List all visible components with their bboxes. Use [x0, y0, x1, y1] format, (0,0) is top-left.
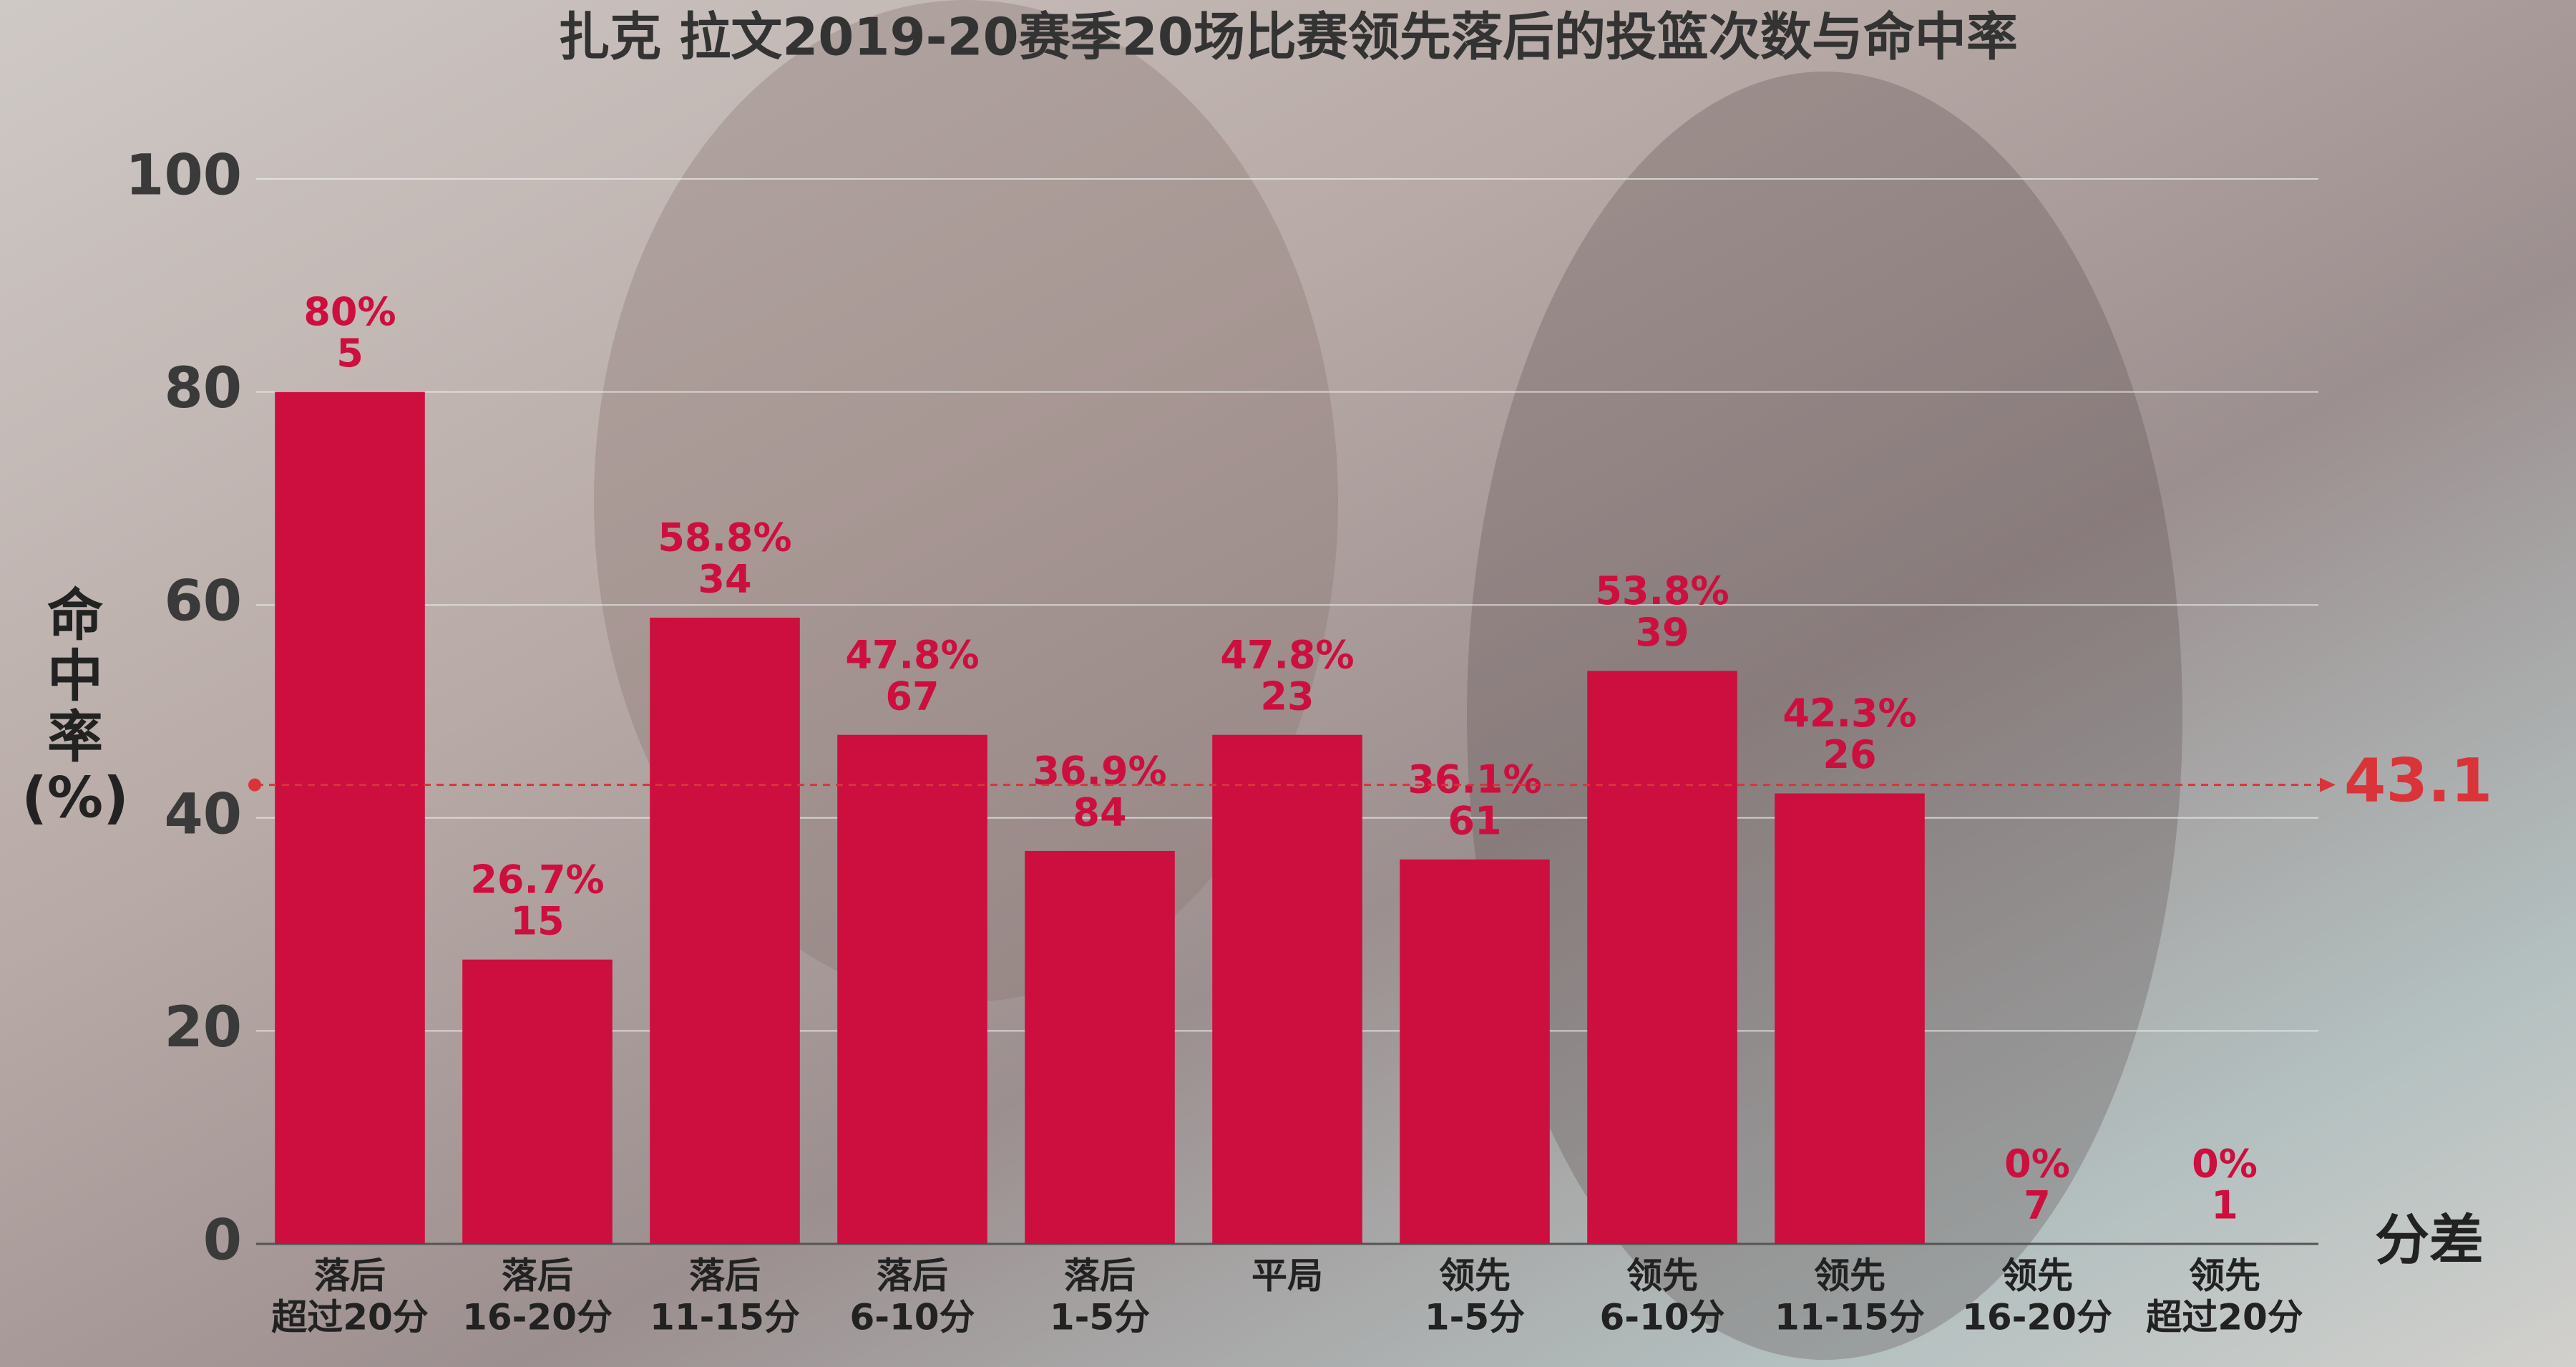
count-label: 34: [698, 557, 751, 602]
value-label: 53.8%: [1595, 568, 1729, 613]
x-tick-label: 6-10分: [849, 1297, 975, 1338]
x-tick-label: 落后: [877, 1255, 948, 1297]
count-label: 1: [2211, 1183, 2238, 1228]
count-label: 39: [1635, 610, 1689, 655]
y-axis-label: 中: [47, 644, 103, 709]
value-label: 58.8%: [658, 515, 791, 560]
bar: [650, 618, 800, 1244]
x-tick-label: 11-15分: [650, 1297, 800, 1338]
value-label: 80%: [303, 289, 396, 334]
value-label: 36.1%: [1407, 757, 1541, 802]
x-axis-label: 分差: [2375, 1208, 2484, 1272]
y-tick-label: 100: [125, 143, 242, 208]
count-label: 23: [1260, 673, 1314, 719]
bar: [275, 391, 425, 1244]
x-tick-label: 领先: [1626, 1255, 1698, 1297]
count-label: 61: [1448, 798, 1501, 843]
x-tick-label: 落后: [314, 1255, 386, 1297]
count-label: 67: [885, 673, 939, 719]
x-tick-label: 领先: [1439, 1255, 1511, 1297]
y-axis-label: (%): [21, 766, 128, 830]
value-label: 0%: [2004, 1142, 2070, 1187]
count-label: 15: [510, 898, 564, 943]
x-tick-label: 1-5分: [1050, 1297, 1150, 1338]
x-tick-label: 11-15分: [1775, 1297, 1925, 1338]
count-label: 84: [1073, 790, 1126, 835]
x-tick-label: 超过20分: [2146, 1297, 2303, 1338]
y-tick-label: 40: [164, 782, 242, 847]
count-label: 5: [336, 331, 364, 376]
value-label: 26.7%: [470, 857, 604, 902]
x-tick-label: 领先: [2001, 1255, 2073, 1297]
reference-arrow: [2320, 777, 2336, 792]
bar: [1025, 850, 1175, 1244]
value-label: 47.8%: [1220, 632, 1354, 677]
x-tick-label: 16-20分: [1962, 1297, 2112, 1338]
value-label: 47.8%: [845, 632, 979, 677]
count-label: 7: [2024, 1183, 2051, 1228]
y-tick-label: 20: [164, 996, 242, 1060]
x-tick-label: 落后: [1064, 1255, 1136, 1297]
value-label: 42.3%: [1782, 691, 1916, 736]
bar: [1587, 671, 1737, 1244]
y-axis-label: 率: [47, 705, 103, 769]
x-tick-label: 领先: [2189, 1255, 2260, 1297]
bar: [1775, 793, 1925, 1244]
chart-title: 扎克 拉文2019-20赛季20场比赛领先落后的投篮次数与命中率: [558, 7, 2018, 67]
count-label: 26: [1823, 732, 1876, 777]
y-axis-label: 命: [47, 583, 103, 648]
y-tick-label: 80: [164, 356, 242, 421]
value-label: 36.9%: [1033, 749, 1166, 794]
x-tick-label: 落后: [502, 1255, 573, 1297]
x-tick-label: 超过20分: [271, 1297, 429, 1338]
x-tick-label: 6-10分: [1599, 1297, 1724, 1338]
x-tick-label: 1-5分: [1425, 1297, 1525, 1338]
reference-label: 43.1: [2344, 746, 2492, 816]
bar: [1212, 734, 1362, 1244]
x-tick-label: 落后: [689, 1255, 761, 1297]
bar: [837, 734, 987, 1244]
value-label: 0%: [2192, 1142, 2258, 1187]
x-tick-label: 16-20分: [462, 1297, 613, 1338]
y-tick-label: 0: [203, 1208, 242, 1273]
y-tick-label: 60: [164, 570, 242, 634]
x-tick-label: 平局: [1252, 1255, 1323, 1297]
x-tick-label: 领先: [1814, 1255, 1885, 1297]
bar: [462, 959, 613, 1244]
reference-dot: [248, 778, 261, 792]
bar: [1400, 859, 1550, 1244]
